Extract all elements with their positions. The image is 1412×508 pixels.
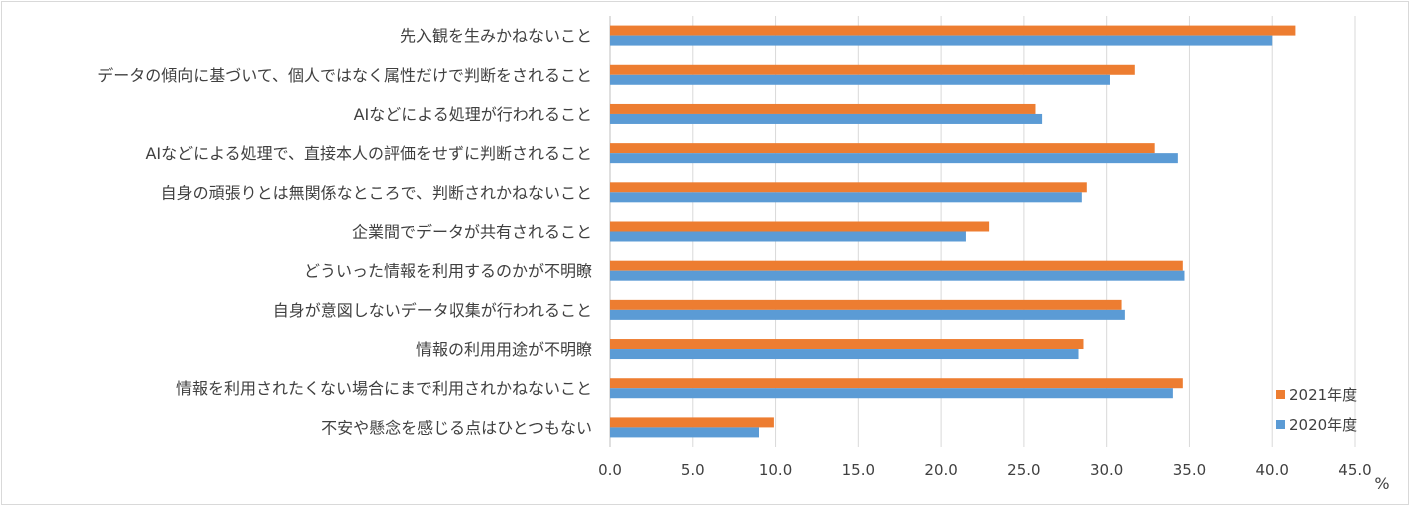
x-unit-label: % xyxy=(1374,474,1389,493)
category-label: データの傾向に基づいて、個人ではなく属性だけで判断をされること xyxy=(97,66,592,85)
bar-2021年度-9 xyxy=(610,378,1183,389)
bar-2020年度-3 xyxy=(610,153,1178,164)
x-tick-label: 15.0 xyxy=(842,461,875,479)
category-label: 不安や懸念を感じる点はひとつもない xyxy=(321,418,592,437)
category-label: AIなどによる処理で、直接本人の評価をせずに判断されること xyxy=(145,144,592,163)
x-tick-label: 45.0 xyxy=(1338,461,1371,479)
bar-2021年度-8 xyxy=(610,339,1084,350)
category-label: どういった情報を利用するのかが不明瞭 xyxy=(304,262,592,281)
bar-2021年度-6 xyxy=(610,260,1183,271)
legend-label-2020: 2020年度 xyxy=(1289,416,1357,434)
bar-2020年度-5 xyxy=(610,231,966,242)
bar-2020年度-10 xyxy=(610,427,759,438)
x-tick-label: 30.0 xyxy=(1090,461,1123,479)
x-tick-label: 20.0 xyxy=(924,461,957,479)
bar-2020年度-1 xyxy=(610,74,1110,85)
bar-2021年度-4 xyxy=(610,182,1087,193)
x-tick-label: 0.0 xyxy=(598,461,622,479)
bar-2020年度-2 xyxy=(610,113,1043,124)
bar-2020年度-4 xyxy=(610,192,1082,203)
category-labels: 先入観を生みかねないことデータの傾向に基づいて、個人ではなく属性だけで判断をされ… xyxy=(97,27,592,438)
legend-swatch-2020 xyxy=(1276,420,1285,429)
category-label: 情報の利用用途が不明瞭 xyxy=(416,340,592,359)
bar-2020年度-9 xyxy=(610,388,1173,399)
legend-swatch-2021 xyxy=(1276,390,1285,399)
category-label: 自身が意図しないデータ収集が行われること xyxy=(273,301,592,320)
bar-2021年度-2 xyxy=(610,103,1036,114)
x-tick-label: 5.0 xyxy=(681,461,705,479)
bar-2021年度-1 xyxy=(610,64,1135,75)
bars xyxy=(610,25,1296,438)
bar-2020年度-6 xyxy=(610,270,1185,281)
x-tick-label: 35.0 xyxy=(1173,461,1206,479)
x-tick-labels: 0.0 5.0 10.0 15.0 20.0 25.0 30.0 35.0 40.0 45.0 xyxy=(598,461,1372,479)
x-tick-label: 25.0 xyxy=(1007,461,1040,479)
bar-2020年度-7 xyxy=(610,309,1125,320)
category-label: 先入観を生みかねないこと xyxy=(400,27,592,46)
bar-2020年度-8 xyxy=(610,349,1079,360)
bar-2021年度-7 xyxy=(610,299,1122,310)
bar-2021年度-0 xyxy=(610,25,1296,36)
bar-2021年度-3 xyxy=(610,143,1155,154)
category-label: 情報を利用されたくない場合にまで利用されかねないこと xyxy=(176,379,592,398)
category-label: 自身の頑張りとは無関係なところで、判断されかねないこと xyxy=(161,183,592,202)
legend: 2021年度 2020年度 xyxy=(1276,386,1357,434)
bar-2020年度-0 xyxy=(610,35,1273,46)
x-tick-label: 40.0 xyxy=(1256,461,1289,479)
x-tick-label: 10.0 xyxy=(759,461,792,479)
legend-label-2021: 2021年度 xyxy=(1289,386,1357,404)
category-label: AIなどによる処理が行われること xyxy=(354,105,592,124)
bar-2021年度-5 xyxy=(610,221,990,232)
bar-2021年度-10 xyxy=(610,417,774,428)
category-label: 企業間でデータが共有されること xyxy=(352,223,592,242)
